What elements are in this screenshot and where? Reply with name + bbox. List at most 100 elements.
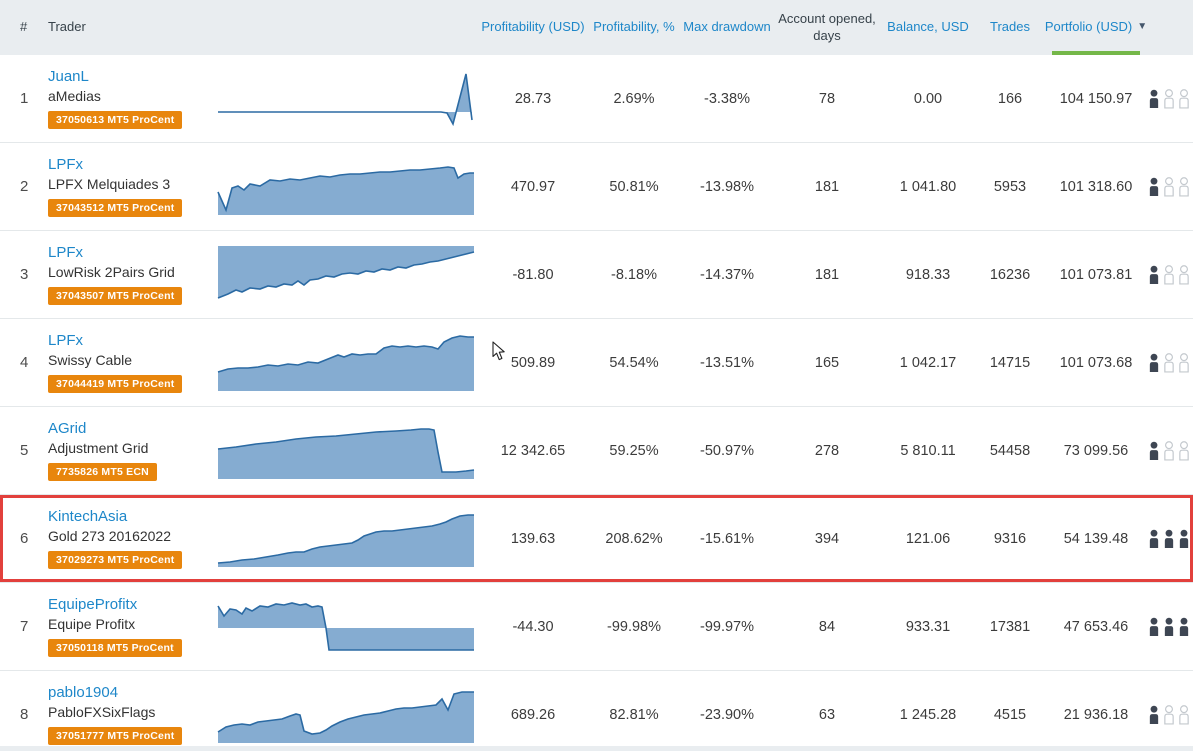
account-opened-days-value: 63 [818, 706, 836, 723]
account-opened-days-value: 181 [814, 266, 840, 283]
table-row[interactable]: 8 pablo1904 PabloFXSixFlags 37051777 MT5… [0, 671, 1193, 751]
balance-value: 1 245.28 [899, 706, 957, 723]
column-header-profitability-pct[interactable]: Profitability, % [593, 19, 675, 35]
person-icon [1149, 353, 1159, 372]
equity-sparkline-cell [216, 422, 478, 480]
person-icon [1164, 88, 1174, 109]
max-drawdown-value: -3.38% [704, 90, 750, 107]
investors-cell [1148, 704, 1193, 725]
profitability-pct-value: 2.69% [613, 90, 655, 107]
table-row[interactable]: 5 AGrid Adjustment Grid 7735826 MT5 ECN … [0, 407, 1193, 495]
profitability-usd-value: 12 342.65 [500, 442, 566, 459]
column-header-balance[interactable]: Balance, USD [887, 19, 969, 35]
person-icon [1149, 529, 1159, 548]
profitability-usd-value: 470.97 [510, 178, 556, 195]
investors-level-indicator [1148, 704, 1193, 725]
account-badge: 7735826 MT5 ECN [48, 463, 157, 481]
person-icon [1164, 617, 1174, 636]
equity-sparkline-cell [216, 510, 478, 568]
table-row[interactable]: 2 LPFx LPFX Melquiades 3 37043512 MT5 Pr… [0, 143, 1193, 231]
sparkline-chart [217, 601, 474, 651]
profitability-usd-value: 28.73 [514, 90, 552, 107]
profitability-pct-value: 50.81% [609, 178, 659, 195]
strategy-name: Swissy Cable [48, 352, 133, 368]
equity-sparkline-cell [216, 334, 478, 392]
person-icon [1179, 88, 1189, 109]
investors-cell [1148, 529, 1193, 549]
trader-name-link[interactable]: LPFx [48, 156, 84, 173]
trader-cell: LPFx LPFX Melquiades 3 37043512 MT5 ProC… [48, 156, 216, 217]
person-icon [1179, 440, 1189, 461]
column-header-portfolio[interactable]: Portfolio (USD) ▼ [1044, 0, 1148, 55]
balance-value: 1 041.80 [899, 178, 957, 195]
column-header-max-drawdown[interactable]: Max drawdown [683, 19, 771, 35]
trader-name-link[interactable]: KintechAsia [48, 508, 128, 525]
rank-number: 8 [20, 706, 29, 723]
strategy-name: LPFX Melquiades 3 [48, 176, 171, 192]
person-icon [1149, 705, 1159, 724]
table-row[interactable]: 3 LPFx LowRisk 2Pairs Grid 37043507 MT5 … [0, 231, 1193, 319]
trades-value: 16236 [989, 266, 1031, 283]
trader-name-link[interactable]: JuanL [48, 68, 89, 85]
max-drawdown-value: -13.98% [699, 178, 754, 195]
trades-value: 4515 [993, 706, 1027, 723]
trader-name-link[interactable]: LPFx [48, 332, 84, 349]
profitability-pct-value: 54.54% [609, 354, 659, 371]
account-badge: 37044419 MT5 ProCent [48, 375, 183, 393]
next-section-edge [0, 746, 1193, 751]
max-drawdown-value: -13.51% [699, 354, 754, 371]
person-icon [1164, 352, 1174, 373]
investors-level-indicator [1148, 440, 1193, 461]
balance-value: 0.00 [913, 90, 943, 107]
investors-cell [1148, 88, 1193, 109]
table-body: 1 JuanL aMedias 37050613 MT5 ProCent 28.… [0, 55, 1193, 751]
investors-cell [1148, 264, 1193, 285]
person-icon [1149, 617, 1159, 636]
investors-cell [1148, 440, 1193, 461]
column-header-profitability-usd[interactable]: Profitability (USD) [481, 19, 585, 35]
portfolio-value: 101 318.60 [1059, 178, 1133, 195]
balance-value: 918.33 [905, 266, 951, 283]
trader-name-link[interactable]: EquipeProfitx [48, 596, 138, 613]
account-opened-days-value: 78 [818, 90, 836, 107]
strategy-name: Adjustment Grid [48, 440, 149, 456]
person-icon [1164, 529, 1174, 548]
account-opened-days-value: 394 [814, 530, 840, 547]
account-badge: 37051777 MT5 ProCent [48, 727, 183, 745]
investors-level-indicator [1148, 88, 1193, 109]
person-icon [1179, 529, 1189, 548]
active-sort-underline [1052, 51, 1140, 55]
column-header-trades[interactable]: Trades [990, 19, 1030, 35]
balance-value: 933.31 [905, 618, 951, 635]
trades-value: 54458 [989, 442, 1031, 459]
trader-name-link[interactable]: pablo1904 [48, 684, 119, 701]
portfolio-value: 73 099.56 [1063, 442, 1129, 459]
table-row[interactable]: 7 EquipeProfitx Equipe Profitx 37050118 … [0, 583, 1193, 671]
trades-value: 5953 [993, 178, 1027, 195]
profitability-usd-value: 689.26 [510, 706, 556, 723]
person-icon [1179, 617, 1189, 636]
trades-value: 14715 [989, 354, 1031, 371]
rank-number: 6 [20, 530, 29, 547]
rank-number: 2 [20, 178, 29, 195]
sparkline-chart [217, 334, 474, 391]
table-row[interactable]: 4 LPFx Swissy Cable 37044419 MT5 ProCent… [0, 319, 1193, 407]
investors-level-indicator [1148, 352, 1193, 373]
account-badge: 37050613 MT5 ProCent [48, 111, 183, 129]
trader-name-link[interactable]: LPFx [48, 244, 84, 261]
equity-sparkline-cell [216, 245, 478, 304]
investors-level-indicator [1148, 176, 1193, 197]
profitability-usd-value: -81.80 [512, 266, 554, 283]
sparkline-chart [217, 165, 474, 215]
table-row[interactable]: 1 JuanL aMedias 37050613 MT5 ProCent 28.… [0, 55, 1193, 143]
trades-value: 17381 [989, 618, 1031, 635]
trader-name-link[interactable]: AGrid [48, 420, 87, 437]
portfolio-value: 47 653.46 [1063, 618, 1129, 635]
table-row[interactable]: 6 KintechAsia Gold 273 20162022 37029273… [0, 495, 1193, 583]
column-header-account-opened: Account opened, days [778, 11, 876, 43]
account-badge: 37043512 MT5 ProCent [48, 199, 183, 217]
sort-descending-caret-icon: ▼ [1137, 21, 1148, 33]
person-icon [1164, 264, 1174, 285]
person-icon [1149, 89, 1159, 108]
